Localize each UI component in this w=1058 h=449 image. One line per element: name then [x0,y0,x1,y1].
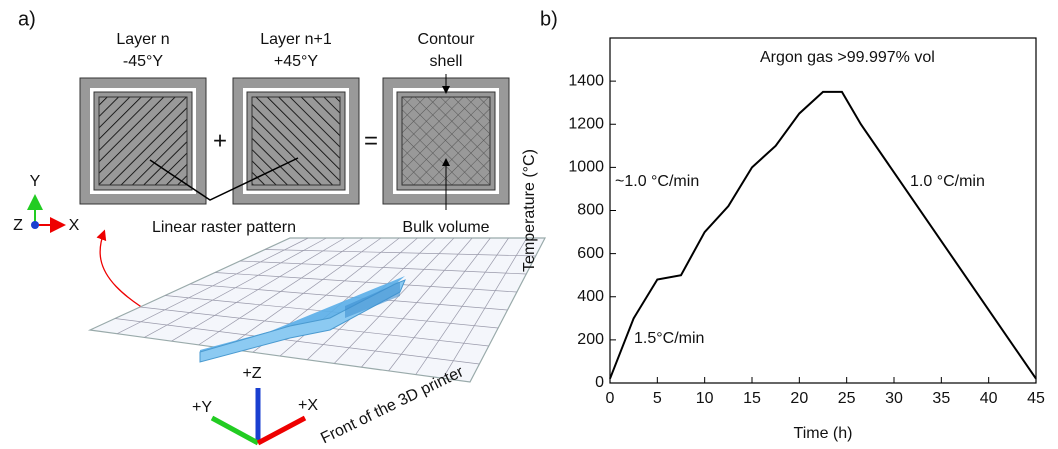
x-axis-label: Time (h) [794,425,853,442]
build-plate [87,237,546,383]
printer-label: Front of the 3D printer [318,363,467,447]
x-tick-label: 10 [696,390,714,407]
specimen [199,279,406,363]
axis-bar [210,415,260,446]
operator: + [213,127,227,154]
axis-letter: X [69,217,80,234]
y-tick-label: 1400 [568,72,604,89]
axis-letter: Y [30,173,41,190]
plate-outline [87,237,546,383]
x-tick-label: 40 [980,390,998,407]
y-tick-label: 800 [577,202,604,219]
axis-letter: Z [13,217,23,234]
panel-label: a) [18,8,36,30]
plate-grid [189,283,508,311]
square [232,77,360,205]
axis-letter: +Z [242,365,261,382]
y-axis-label: Temperature (°C) [521,149,538,272]
annotation: 1.0 °C/min [910,173,985,190]
y-tick-label: 0 [595,374,604,391]
x-tick-label: 35 [932,390,950,407]
axis-letter: +Y [192,399,212,416]
layer-angle: -45°Y [123,53,164,70]
plate-grid [214,272,517,293]
plate-grid [239,260,527,275]
chart: 0 5 10 15 20 25 30 35 40 45 0 200 400 600 800 1000 1200 1… [521,37,1045,442]
x-tick-label: 30 [885,390,903,407]
layer-title: Contour [418,31,476,48]
axis-bar [256,415,307,446]
axis-origin [31,221,39,229]
annotation: Argon gas >99.997% vol [760,49,935,66]
x-tick-label: 45 [1027,390,1045,407]
plate-grid [114,318,480,365]
temperature-line [609,90,1037,380]
y-tick-label: 400 [577,288,604,305]
layer-angle: +45°Y [274,53,319,70]
y-tick-label: 600 [577,245,604,262]
raster-pointer [149,157,299,201]
specimen-side [345,282,400,318]
x-tick-label: 0 [606,390,615,407]
x-tick-label: 25 [838,390,856,407]
y-tick-label: 200 [577,331,604,348]
annotation: ~1.0 °C/min [615,173,699,190]
axis-letter: +X [298,397,318,414]
operator: = [364,127,378,154]
x-tick-label: 15 [743,390,761,407]
square [79,77,207,205]
plate-grid [264,249,536,257]
x-tick-label: 5 [653,390,662,407]
annotation: 1.5°C/min [634,330,704,347]
layer-title: Layer n+1 [260,31,332,48]
y-tick-label: 1000 [568,159,604,176]
raster-label: Linear raster pattern [152,219,296,236]
panel-label: b) [540,8,558,30]
layer-angle: shell [430,53,463,70]
y-tick-label: 1200 [568,115,604,132]
bulk-label: Bulk volume [402,219,489,236]
x-tick-label: 20 [790,390,808,407]
layer-squares [79,77,510,205]
layer-title: Layer n [116,31,169,48]
